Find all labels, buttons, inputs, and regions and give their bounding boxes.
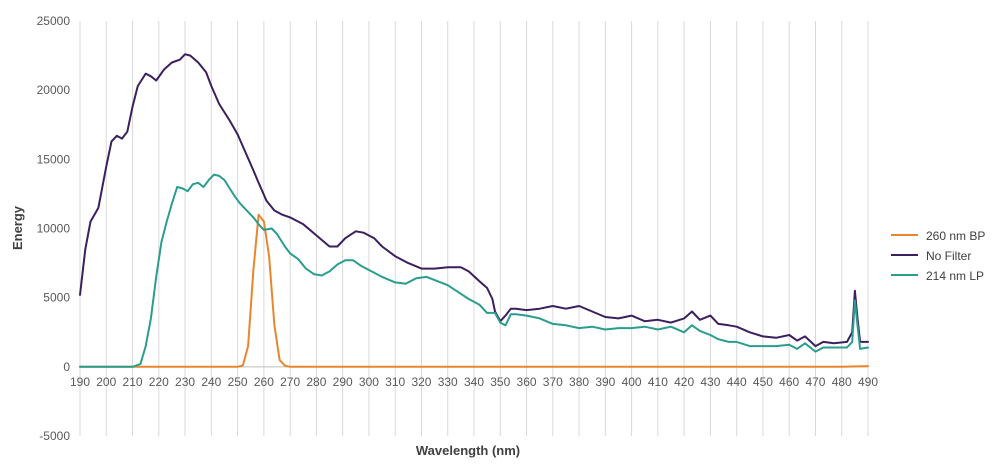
x-tick-label: 430 [700,375,720,389]
y-tick-label: 15000 [37,152,71,166]
x-tick-label: 190 [70,375,90,389]
x-tick-label: 290 [333,375,353,389]
y-tick-label: 0 [63,360,70,374]
x-tick-label: 270 [280,375,300,389]
x-tick-label: 210 [123,375,143,389]
x-tick-label: 360 [517,375,537,389]
x-tick-label: 340 [464,375,484,389]
x-tick-label: 280 [306,375,326,389]
grid-layer [79,21,869,436]
y-tick-label: -5000 [39,429,70,443]
y-tick-label: 5000 [43,291,70,305]
series-line-2 [79,53,869,348]
x-tick-label: 380 [569,375,589,389]
x-tick-label: 260 [254,375,274,389]
x-tick-label: 460 [779,375,799,389]
series-layer [79,53,869,368]
y-tick-label: 20000 [37,83,71,97]
series-line-3 [79,173,869,368]
x-tick-label: 410 [648,375,668,389]
x-tick-label: 240 [201,375,221,389]
x-tick-label: 400 [622,375,642,389]
series-line-1 [79,213,869,368]
legend-label: 214 nm LP [926,269,984,283]
x-tick-label: 250 [228,375,248,389]
x-tick-label: 470 [805,375,825,389]
x-tick-label: 220 [149,375,169,389]
x-tick-label: 300 [359,375,379,389]
y-axis-title: Energy [10,205,25,250]
x-tick-label: 200 [96,375,116,389]
x-tick-label: 330 [438,375,458,389]
x-tick-label: 420 [674,375,694,389]
x-tick-label: 450 [753,375,773,389]
x-tick-label: 310 [385,375,405,389]
x-tick-label: 370 [543,375,563,389]
legend-label: No Filter [926,249,971,263]
x-tick-label: 320 [411,375,431,389]
y-tick-label: 25000 [37,14,71,28]
x-tick-label: 390 [595,375,615,389]
x-tick-label: 490 [858,375,878,389]
x-tick-label: 440 [727,375,747,389]
legend-label: 260 nm BP [926,229,985,243]
legend: 260 nm BP No Filter 214 nm LP [891,229,985,283]
x-axis-title: Wavelength (nm) [416,443,520,458]
x-tick-label: 350 [490,375,510,389]
x-tick-label: 230 [175,375,195,389]
axis-layer: -5000 0 5000 10000 15000 20000 25000 190 200 210 2… [37,14,879,443]
y-tick-label: 10000 [37,222,71,236]
x-tick-label: 480 [832,375,852,389]
